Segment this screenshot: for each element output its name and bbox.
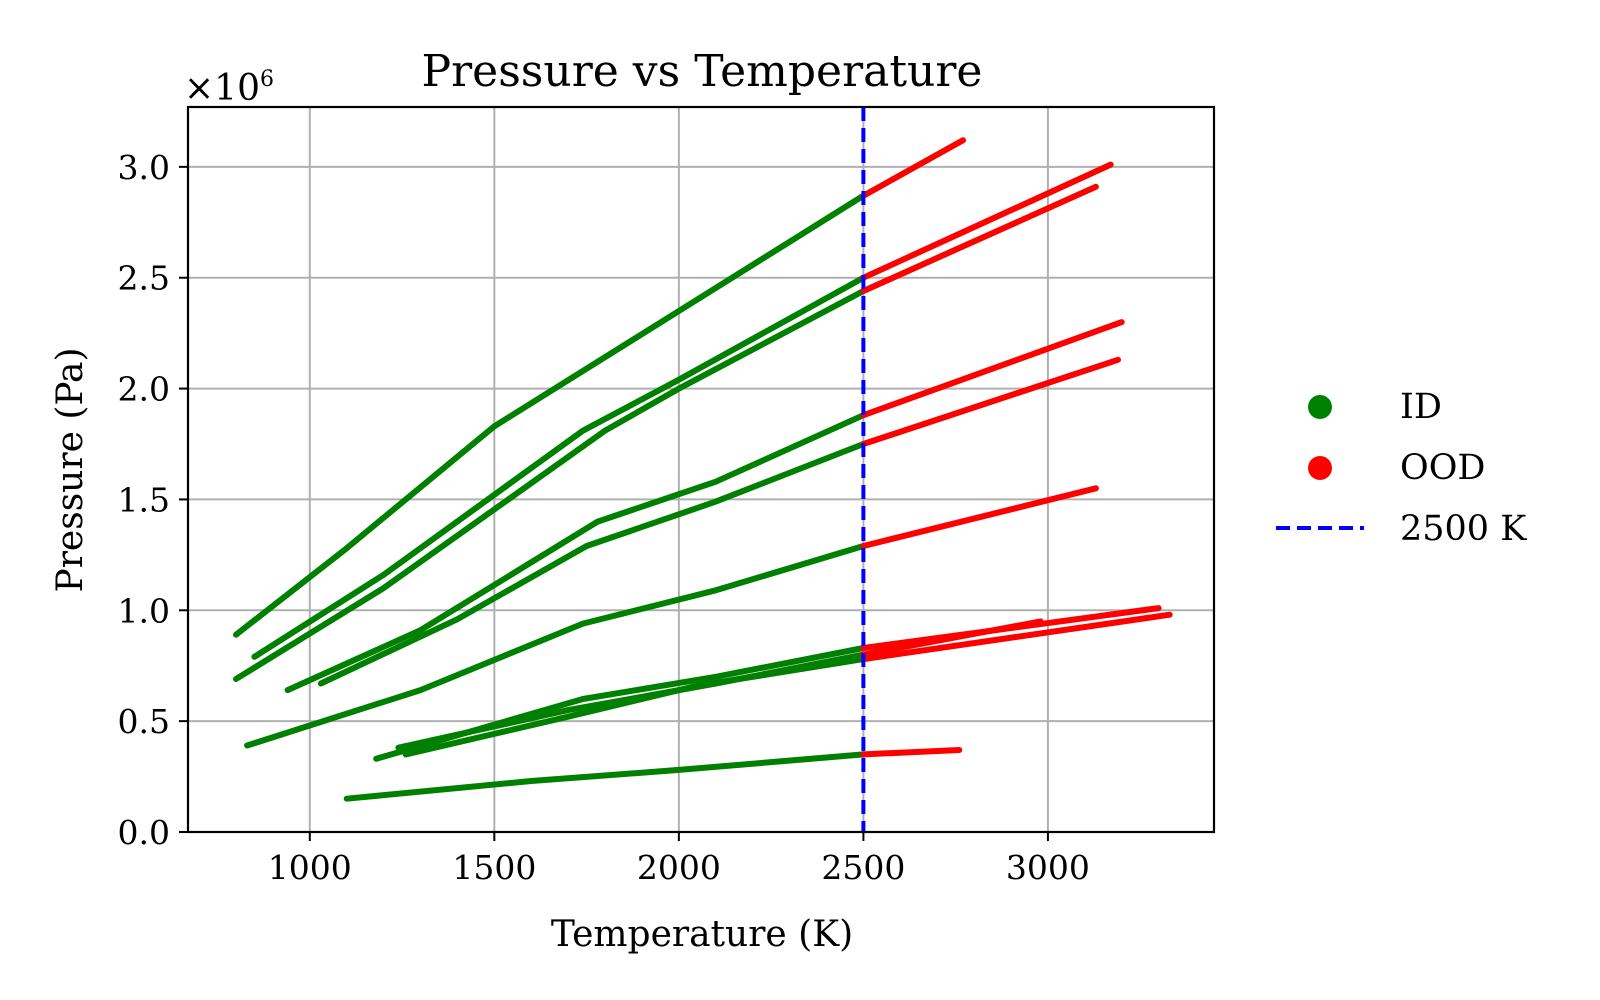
x-tick-label-0: 1000 [268,848,352,887]
curve-5-ood-segment [860,485,1099,549]
y-tick-label-2: 1.0 [118,591,170,630]
legend: ID OOD 2500 K [1276,387,1527,549]
curve-3-id-segment [284,412,867,694]
y-tick-label-5: 2.5 [118,259,170,298]
y-tick-label-6: 3.0 [118,148,170,187]
y-tick-label-1: 0.5 [118,702,170,741]
x-axis-label: Temperature (K) [551,914,853,955]
curve-2-ood-segment [860,183,1099,294]
legend-marker-id [1308,395,1332,419]
grid-lines [188,107,1214,833]
curve-8-id-segment [402,656,867,758]
curve-9-ood-segment [860,747,963,758]
chart-title: Pressure vs Temperature [422,46,983,97]
plot-frame [186,105,1216,834]
curve-2-id-segment [233,288,867,682]
y-tick-label-4: 2.0 [118,370,170,409]
curve-5-id-segment [244,543,867,749]
x-tick-label-4: 3000 [1006,848,1090,887]
y-tick-label-0: 0.0 [118,813,170,852]
curve-1-id-segment [251,274,867,660]
curve-4-ood-segment [860,356,1121,447]
legend-marker-ood [1308,456,1332,480]
x-tick-label-1: 1500 [452,848,536,887]
y-multiplier-label: ×106 [184,67,274,109]
x-tick-label-3: 2500 [821,848,905,887]
curve-4-id-segment [317,441,867,687]
legend-label-ood: OOD [1400,448,1485,488]
data-curves [233,137,1173,802]
legend-label-threshold: 2500 K [1400,509,1527,549]
axis-ticks [179,165,1049,841]
curve-8-ood-segment [860,611,1173,663]
y-axis-label: Pressure (Pa) [50,348,91,593]
curve-0-id-segment [233,192,867,638]
curve-7-ood-segment [860,618,1044,658]
curve-9-id-segment [343,751,867,802]
legend-label-id: ID [1400,387,1442,427]
x-tick-label-2: 2000 [637,848,721,887]
curve-0-ood-segment [860,137,966,199]
curve-1-ood-segment [860,161,1114,281]
curve-3-ood-segment [860,319,1125,419]
y-tick-label-3: 1.5 [118,480,170,519]
